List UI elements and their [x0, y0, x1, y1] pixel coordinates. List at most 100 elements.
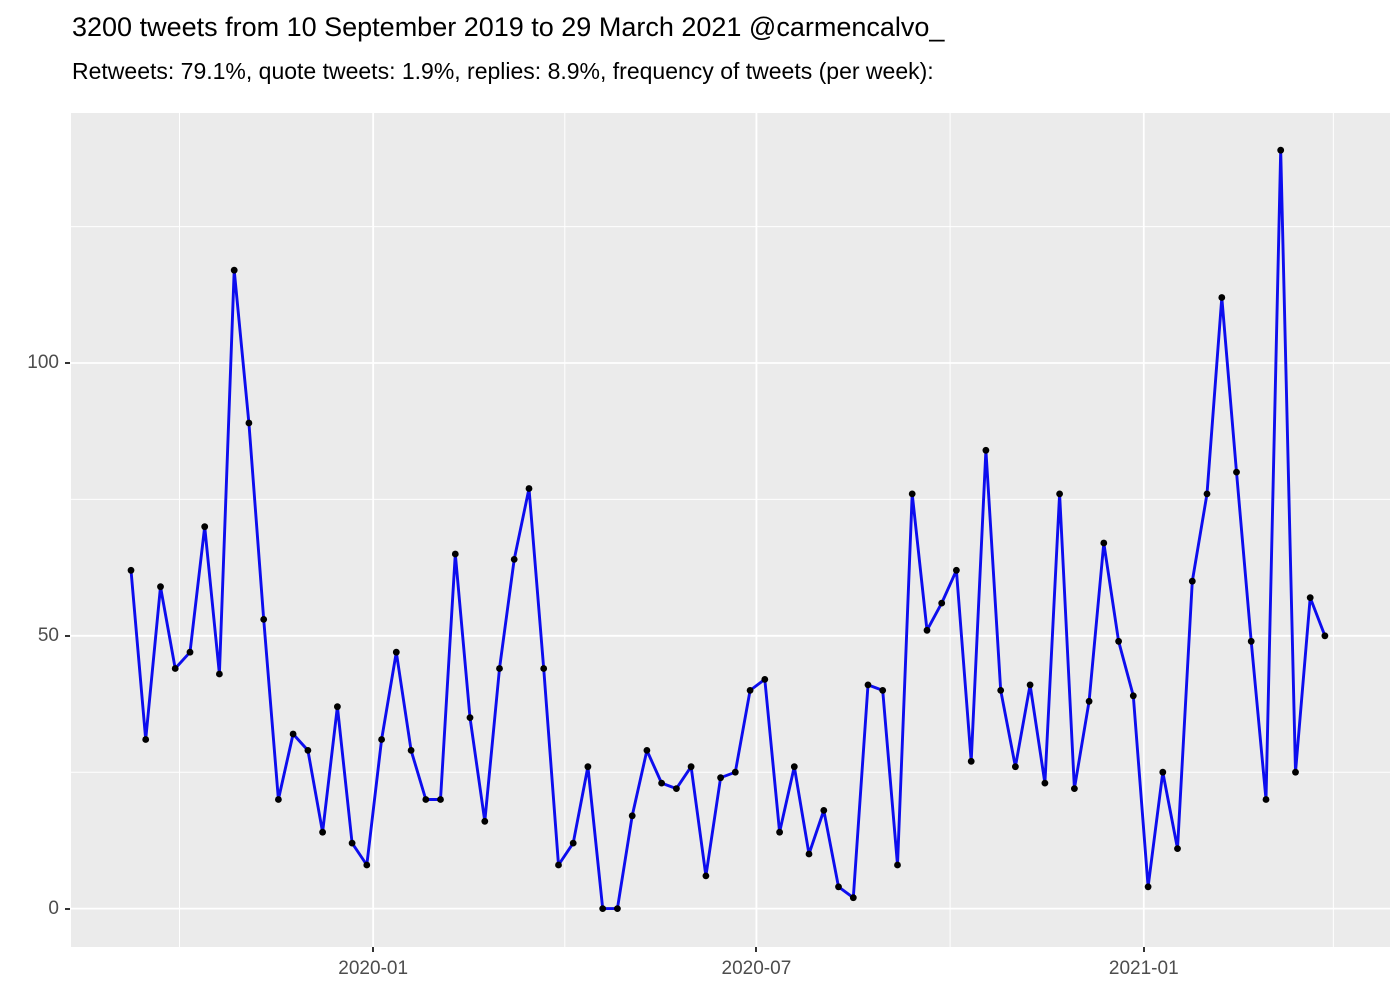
data-point	[1129, 692, 1137, 700]
y-tick-mark	[65, 634, 70, 637]
data-point	[555, 861, 562, 869]
data-point	[805, 850, 813, 858]
data-point	[540, 665, 548, 672]
data-point	[687, 763, 695, 771]
data-point	[879, 687, 887, 694]
data-point	[1041, 779, 1049, 787]
data-point	[334, 703, 341, 711]
x-tick-label: 2020-01	[338, 958, 409, 979]
data-point	[967, 757, 975, 765]
data-point	[1056, 490, 1063, 498]
data-point	[908, 490, 916, 498]
data-point	[186, 648, 194, 656]
data-point	[1188, 577, 1196, 585]
data-point	[584, 763, 592, 771]
x-tick-mark	[372, 947, 375, 952]
data-point	[1012, 763, 1019, 771]
data-point	[451, 550, 459, 558]
data-point	[1233, 468, 1240, 476]
data-point	[746, 687, 754, 694]
plot-title: 3200 tweets from 10 September 2019 to 29…	[72, 12, 945, 42]
data-point	[864, 681, 872, 689]
data-point	[1100, 539, 1108, 547]
data-point	[643, 747, 651, 754]
data-point	[628, 812, 636, 820]
data-point	[569, 839, 577, 847]
data-point	[776, 828, 783, 836]
data-point	[953, 566, 960, 574]
data-point	[761, 676, 769, 683]
y-tick-mark	[65, 362, 70, 364]
data-point	[466, 714, 474, 721]
data-point	[1321, 632, 1329, 640]
data-point	[938, 599, 946, 607]
chart-canvas	[71, 113, 1390, 947]
data-point	[378, 736, 385, 743]
data-point	[731, 768, 739, 776]
data-point	[304, 747, 312, 754]
data-point	[216, 670, 223, 678]
data-point	[673, 785, 680, 792]
data-point	[982, 446, 990, 454]
data-point	[1306, 594, 1314, 601]
data-point	[245, 419, 253, 427]
data-point	[437, 796, 444, 803]
x-tick-label: 2021-01	[1108, 958, 1179, 979]
data-point	[157, 583, 164, 591]
data-point	[614, 905, 621, 912]
data-point	[1277, 146, 1285, 154]
data-point	[407, 747, 415, 754]
data-point	[348, 839, 356, 847]
data-point	[171, 665, 179, 672]
data-point	[717, 774, 724, 782]
data-point	[319, 828, 326, 836]
x-tick-mark	[755, 947, 758, 952]
data-point	[1115, 637, 1122, 645]
data-point	[702, 872, 710, 880]
data-point	[201, 523, 209, 531]
x-tick-label: 2020-07	[721, 958, 792, 979]
data-point	[422, 796, 430, 803]
data-point	[658, 779, 665, 787]
data-point	[790, 763, 798, 771]
data-point	[363, 861, 371, 869]
data-point	[127, 566, 135, 574]
data-point	[894, 861, 901, 869]
data-point	[1159, 768, 1167, 776]
line-series	[129, 148, 1327, 911]
data-point	[1026, 681, 1034, 689]
data-point	[923, 626, 931, 634]
data-point	[1144, 883, 1152, 891]
data-point	[392, 648, 400, 656]
data-point	[260, 616, 268, 623]
data-point	[1262, 796, 1270, 803]
data-point	[1292, 768, 1299, 776]
y-tick-label: 100	[27, 352, 59, 373]
y-tick-label: 0	[48, 897, 59, 919]
data-point	[1203, 490, 1211, 498]
data-point	[1247, 637, 1255, 645]
data-point	[820, 807, 828, 814]
data-point	[599, 905, 607, 912]
chart-panel	[71, 113, 1390, 947]
data-point	[1218, 294, 1226, 301]
data-point	[1071, 785, 1078, 792]
data-point	[1174, 845, 1181, 852]
data-point	[525, 485, 533, 492]
plot-subtitle: Retweets: 79.1%, quote tweets: 1.9%, rep…	[72, 58, 934, 84]
data-point	[496, 665, 503, 672]
data-point	[142, 736, 150, 743]
x-tick-mark	[1142, 947, 1145, 952]
data-point	[275, 796, 282, 803]
data-point	[1085, 697, 1093, 705]
data-point	[835, 883, 842, 891]
data-point	[849, 894, 857, 902]
y-tick-mark	[65, 907, 70, 910]
y-tick-label: 50	[37, 624, 59, 646]
data-point	[230, 266, 238, 274]
data-point	[510, 556, 518, 563]
data-point	[481, 817, 489, 825]
data-point	[289, 730, 297, 738]
data-point	[997, 687, 1005, 694]
